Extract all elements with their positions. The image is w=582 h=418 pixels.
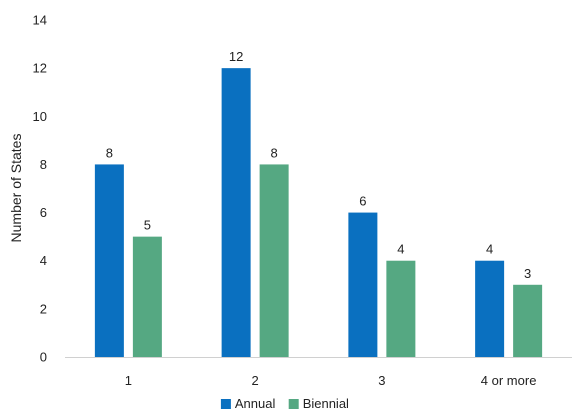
- data-label: 4: [486, 242, 493, 257]
- data-label: 6: [359, 194, 366, 209]
- y-tick-label: 14: [33, 13, 47, 28]
- data-label: 3: [524, 266, 531, 281]
- x-tick-label: 4 or more: [481, 373, 537, 388]
- legend-swatch-annual: [220, 399, 231, 409]
- data-label: 4: [397, 242, 404, 257]
- bar-annual-3: [348, 212, 378, 357]
- data-label: 8: [271, 145, 278, 160]
- y-tick-label: 4: [40, 253, 47, 268]
- legend: Annual Biennial: [220, 396, 349, 411]
- y-axis-ticks: 0 2 4 6 8 10 12 14: [33, 13, 47, 365]
- y-axis-label: Number of States: [8, 134, 24, 243]
- bar-biennial-1: [132, 236, 162, 357]
- y-tick-label: 10: [33, 109, 47, 124]
- bars: 8 5 12 8 6 4 4 3: [94, 49, 543, 358]
- legend-label-biennial: Biennial: [303, 396, 349, 411]
- x-axis-ticks: 1 2 3 4 or more: [125, 373, 537, 388]
- y-tick-label: 2: [40, 301, 47, 316]
- y-tick-label: 8: [40, 157, 47, 172]
- y-tick-label: 12: [33, 61, 47, 76]
- bar-biennial-2: [259, 164, 289, 357]
- x-tick-label: 1: [125, 373, 132, 388]
- y-tick-label: 6: [40, 205, 47, 220]
- bar-annual-2: [221, 68, 251, 358]
- bar-annual-4: [475, 260, 505, 357]
- y-tick-label: 0: [40, 350, 47, 365]
- x-tick-label: 2: [252, 373, 259, 388]
- data-label: 5: [144, 218, 151, 233]
- data-label: 8: [106, 145, 113, 160]
- legend-swatch-biennial: [288, 399, 299, 409]
- bar-biennial-4: [513, 284, 543, 357]
- data-label: 12: [229, 49, 243, 64]
- x-tick-label: 3: [378, 373, 385, 388]
- legend-label-annual: Annual: [235, 396, 276, 411]
- bar-biennial-3: [386, 260, 416, 357]
- bar-annual-1: [94, 164, 124, 357]
